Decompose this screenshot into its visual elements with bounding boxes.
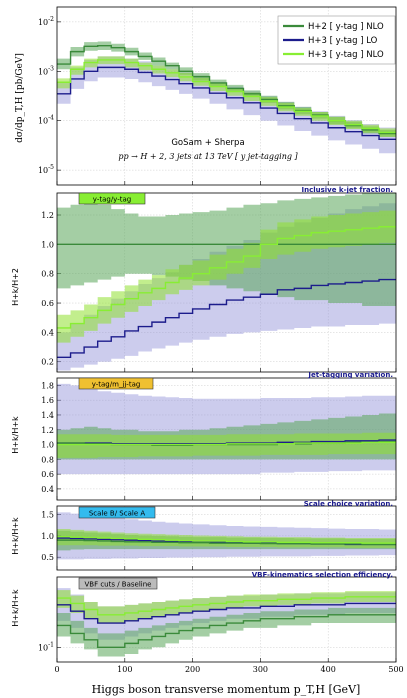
panel-0-line-h3-nlo (57, 59, 396, 134)
x-tick-label: 500 (388, 665, 403, 674)
panel-2-ytick-label: 1.4 (41, 411, 54, 420)
panel-4-band-h2-nlo (57, 607, 396, 657)
panel-1-frame (56, 192, 397, 373)
panel-3-ytick-label: 1.5 (41, 511, 54, 520)
ratio4-tag: VBF cuts / Baseline (78, 577, 158, 590)
panel-1-line-h3-lo (57, 278, 396, 359)
panel-2-band-h3-nlo (57, 432, 396, 458)
panel-2-frame (56, 377, 397, 501)
panel-2-ytick-label: 1.6 (41, 396, 54, 405)
panel-4-line-h2-nlo (57, 614, 396, 648)
main-ylabel: dσ/dp_T,H [pb/GeV] (15, 53, 25, 143)
x-tick-label: 100 (117, 665, 132, 674)
panel-3-frame (56, 505, 397, 571)
ratio3-tag: Scale B/ Scale A (78, 506, 156, 519)
panel-1-ytick-label: 1.0 (41, 240, 54, 249)
panel-1-ytick-label: 1.2 (41, 211, 54, 220)
legend-entry-h2nlo: H+2 [ y-tag ] NLO (308, 22, 384, 32)
ratio1-annotation: Inclusive k-jet fraction. (302, 186, 394, 194)
panel-2-ytick-label: 1.8 (41, 381, 54, 390)
panel-0-ytick-label: 10-3 (38, 65, 54, 76)
panel-2-line-h3-nlo (57, 441, 396, 446)
panel-1-ytick-label: 0.2 (41, 358, 54, 367)
panel-4-line-h3-lo (57, 602, 396, 624)
ratio1-ylabel: H+k/H+2 (11, 268, 20, 306)
ratio3-tag-text: Scale B/ Scale A (89, 510, 146, 518)
legend-entry-h3nlo: H+3 [ y-tag ] NLO (308, 50, 384, 60)
panel-3-line-h2-nlo (57, 539, 396, 546)
panel-4-ytick-label: 10-1 (38, 641, 54, 652)
ratio3-annotation: Scale choice variation. (304, 500, 393, 508)
main-text-line1: GoSam + Sherpa (171, 138, 244, 148)
panel-2-ytick-label: 0.8 (41, 455, 54, 464)
panel-0-ytick-label: 10-4 (38, 115, 54, 126)
ratio4-ylabel: H+k/H+k (11, 589, 20, 627)
ratio2-tag-text: y-tag/m_jj-tag (92, 381, 141, 389)
ratio1-tag-text: y-tag/y-tag (93, 196, 131, 204)
panel-0-ytick-label: 10-5 (38, 164, 54, 175)
ratio4-tag-text: VBF cuts / Baseline (84, 581, 151, 589)
panel-4-frame (56, 576, 397, 663)
panel-1-band-h3-nlo (57, 210, 396, 343)
panel-2-ytick-label: 1.0 (41, 441, 54, 450)
panel-1-ytick-label: 0.4 (41, 328, 54, 337)
ratio2-tag: y-tag/m_jj-tag (78, 377, 154, 390)
x-tick-label: 0 (54, 665, 59, 674)
panel-3-line-h3-nlo (57, 536, 396, 544)
main-text-line2: pp → H + 2, 3 jets at 13 TeV [ y jet-tag… (118, 152, 298, 161)
panel-4-line-h3-nlo (57, 596, 396, 616)
panel-2-ytick-label: 0.4 (41, 485, 54, 494)
panel-0-band-h3-lo (57, 56, 396, 154)
panel-2-ytick-label: 0.6 (41, 470, 54, 479)
panel-1-line-h3-nlo (57, 226, 396, 329)
panel-0-line-h3-lo (57, 66, 396, 141)
x-tick-label: 300 (253, 665, 268, 674)
legend: H+2 [ y-tag ] NLO H+3 [ y-tag ] LO H+3 [… (277, 15, 396, 65)
panel-3-ytick-label: 0.5 (41, 553, 54, 562)
ratio4-annotation: VBF-kinematics selection efficiency. (252, 571, 393, 579)
ratio2-ylabel: H+k/H+k (11, 416, 20, 454)
ratio3-ylabel: H+k/H+k (11, 517, 20, 555)
panel-2-ytick-label: 1.2 (41, 426, 54, 435)
legend-entry-h3lo: H+3 [ y-tag ] LO (308, 36, 378, 46)
x-axis-label: Higgs boson transverse momentum p_T,H [G… (92, 683, 361, 696)
ratio2-annotation: Jet-tagging variation. (307, 371, 393, 379)
panel-1-ytick-label: 0.8 (41, 270, 54, 279)
panel-0-frame (56, 6, 397, 186)
panel-1-ytick-label: 0.6 (41, 299, 54, 308)
panel-3-ytick-label: 1.0 (41, 532, 54, 541)
ratio1-tag: y-tag/y-tag (78, 192, 146, 205)
panel-0-band-h3-nlo (57, 56, 396, 137)
x-tick-label: 200 (185, 665, 200, 674)
x-tick-label: 400 (321, 665, 336, 674)
panel-0-ytick-label: 10-2 (38, 16, 54, 27)
